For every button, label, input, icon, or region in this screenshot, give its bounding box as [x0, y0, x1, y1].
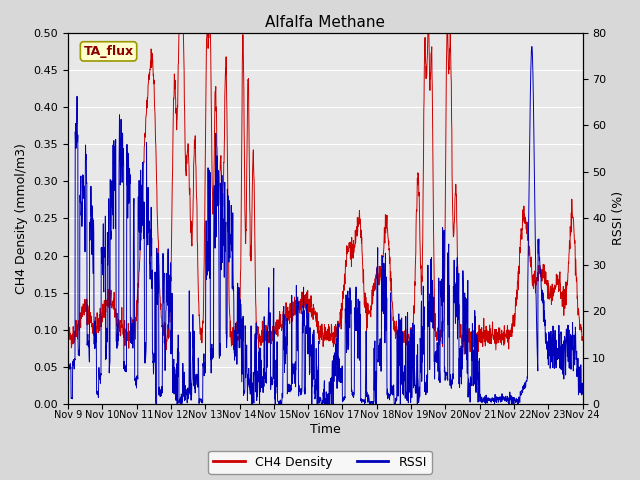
- Legend: CH4 Density, RSSI: CH4 Density, RSSI: [208, 451, 432, 474]
- Y-axis label: CH4 Density (mmol/m3): CH4 Density (mmol/m3): [15, 143, 28, 294]
- Y-axis label: RSSI (%): RSSI (%): [612, 192, 625, 245]
- X-axis label: Time: Time: [310, 423, 340, 436]
- Text: TA_flux: TA_flux: [83, 45, 134, 58]
- Title: Alfalfa Methane: Alfalfa Methane: [266, 15, 385, 30]
